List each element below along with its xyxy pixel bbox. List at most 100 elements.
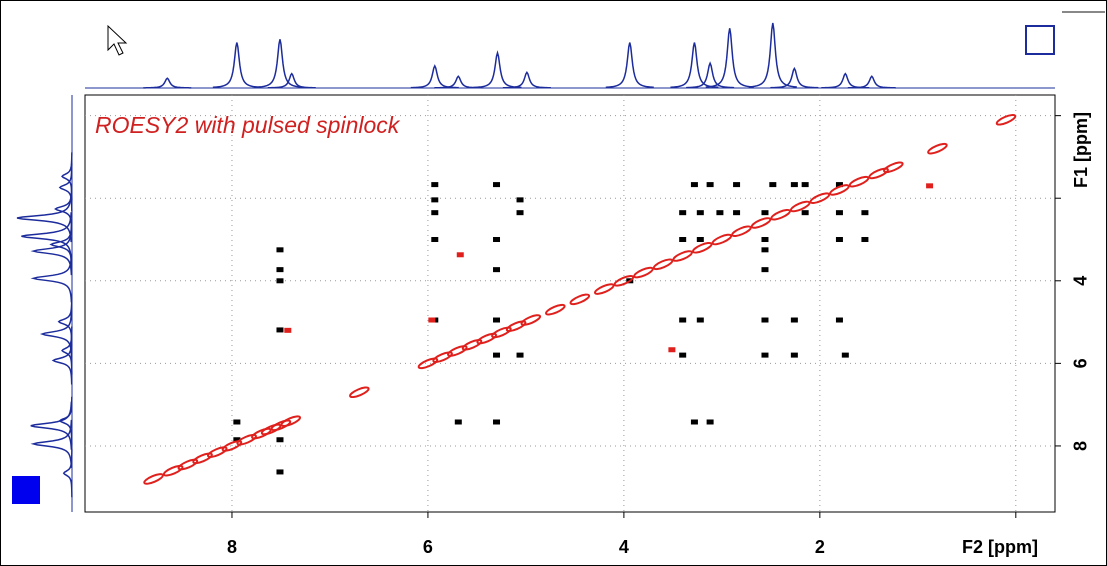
projection-peak <box>847 75 896 89</box>
cross-peak <box>801 182 809 188</box>
diagonal-peak <box>162 464 184 477</box>
diagonal-peak <box>280 415 302 427</box>
cross-peak <box>690 419 698 425</box>
diagonal-peak <box>545 303 566 316</box>
cross-peak <box>761 267 769 273</box>
diagonal-peak <box>789 200 811 213</box>
cross-peak <box>493 419 501 425</box>
diagonal-peak <box>491 326 512 339</box>
cross-peak <box>431 210 439 216</box>
cross-peak <box>516 210 524 216</box>
projection-peak <box>62 449 73 498</box>
projection-peak <box>57 297 73 346</box>
cross-peak <box>428 317 436 323</box>
diagonal-peak <box>432 351 453 363</box>
diagonal-peak <box>221 440 243 452</box>
cross-peak <box>276 437 284 443</box>
diagonal-peak <box>711 233 733 246</box>
projection-peak <box>58 163 73 212</box>
cross-peak <box>761 210 769 216</box>
cross-peak <box>456 252 464 258</box>
projection-peak <box>212 42 261 89</box>
diagonal-peak <box>251 427 272 440</box>
diagonal-peak <box>868 167 889 180</box>
diagonal-peak <box>633 266 654 279</box>
cross-peak <box>706 419 714 425</box>
cross-peak <box>926 183 934 189</box>
cross-peak <box>276 327 284 333</box>
cross-peak <box>679 317 687 323</box>
diagonal-peak <box>691 241 713 254</box>
diagonal-peak <box>143 473 164 485</box>
cross-peak <box>493 182 501 188</box>
diagonal-peak <box>672 250 693 262</box>
cross-peak <box>493 352 501 358</box>
diagonal-peak <box>594 283 615 295</box>
diagonal-peak <box>829 184 850 196</box>
y-tick-label: 8 <box>1071 441 1091 451</box>
x-tick-label: 8 <box>227 537 237 557</box>
cross-peak <box>841 352 849 358</box>
diagonal-peak <box>883 161 904 174</box>
cross-peak <box>835 237 843 243</box>
cross-peak <box>431 197 439 203</box>
x-tick-label: 6 <box>423 537 433 557</box>
cross-peak <box>516 197 524 203</box>
cross-peak <box>761 352 769 358</box>
diagonal-peak <box>809 192 831 205</box>
diagonal-peak <box>848 175 870 188</box>
diagonal-peak <box>417 357 439 370</box>
diagonal-peak <box>206 446 228 458</box>
cross-peak <box>790 352 798 358</box>
diagonal-peak <box>995 113 1017 126</box>
cross-peak <box>493 237 501 243</box>
diagonal-peak <box>236 433 257 446</box>
projection-peak <box>255 39 305 88</box>
cross-peak <box>276 469 284 475</box>
cross-peak <box>733 182 741 188</box>
projection-peak <box>410 64 459 89</box>
diagonal-peak <box>461 339 483 351</box>
cross-peak <box>835 210 843 216</box>
diagonal-peak <box>177 458 199 471</box>
diagonal-peak <box>652 258 674 271</box>
cross-peak <box>716 210 724 216</box>
diagonal-peak <box>270 419 292 432</box>
y-axis-label: F1 [ppm] <box>1071 112 1091 188</box>
cross-peak <box>516 352 524 358</box>
projection-peak <box>39 310 73 359</box>
cross-peak <box>679 210 687 216</box>
diagonal-peak <box>750 217 772 229</box>
cross-peak <box>679 237 687 243</box>
projection-peak <box>686 61 735 89</box>
cross-peak <box>276 278 284 284</box>
color-button[interactable] <box>12 476 40 504</box>
projection-peak <box>705 28 754 88</box>
projection-peak <box>143 77 192 89</box>
cross-peak <box>790 182 798 188</box>
diagonal-peak <box>505 320 527 332</box>
y-tick-label: 4 <box>1071 276 1091 286</box>
box-icon[interactable] <box>1025 25 1055 55</box>
cross-peak <box>431 182 439 188</box>
cross-peak <box>690 182 698 188</box>
cross-peak <box>761 247 769 253</box>
diagonal-peak <box>447 345 468 357</box>
cross-peak <box>835 317 843 323</box>
cross-peak <box>696 210 704 216</box>
diagonal-peak <box>520 314 542 326</box>
projection-peak <box>58 396 73 445</box>
cross-peak <box>790 317 798 323</box>
cross-peak <box>233 419 241 425</box>
cross-peak <box>861 210 869 216</box>
projection-peak <box>748 22 797 88</box>
diagonal-peak <box>770 208 791 221</box>
diagonal-peak <box>349 386 370 399</box>
projection-peak <box>502 71 551 89</box>
cross-peak <box>493 317 501 323</box>
diagonal-peak <box>476 332 497 345</box>
cross-peak <box>733 210 741 216</box>
cross-peak <box>761 237 769 243</box>
